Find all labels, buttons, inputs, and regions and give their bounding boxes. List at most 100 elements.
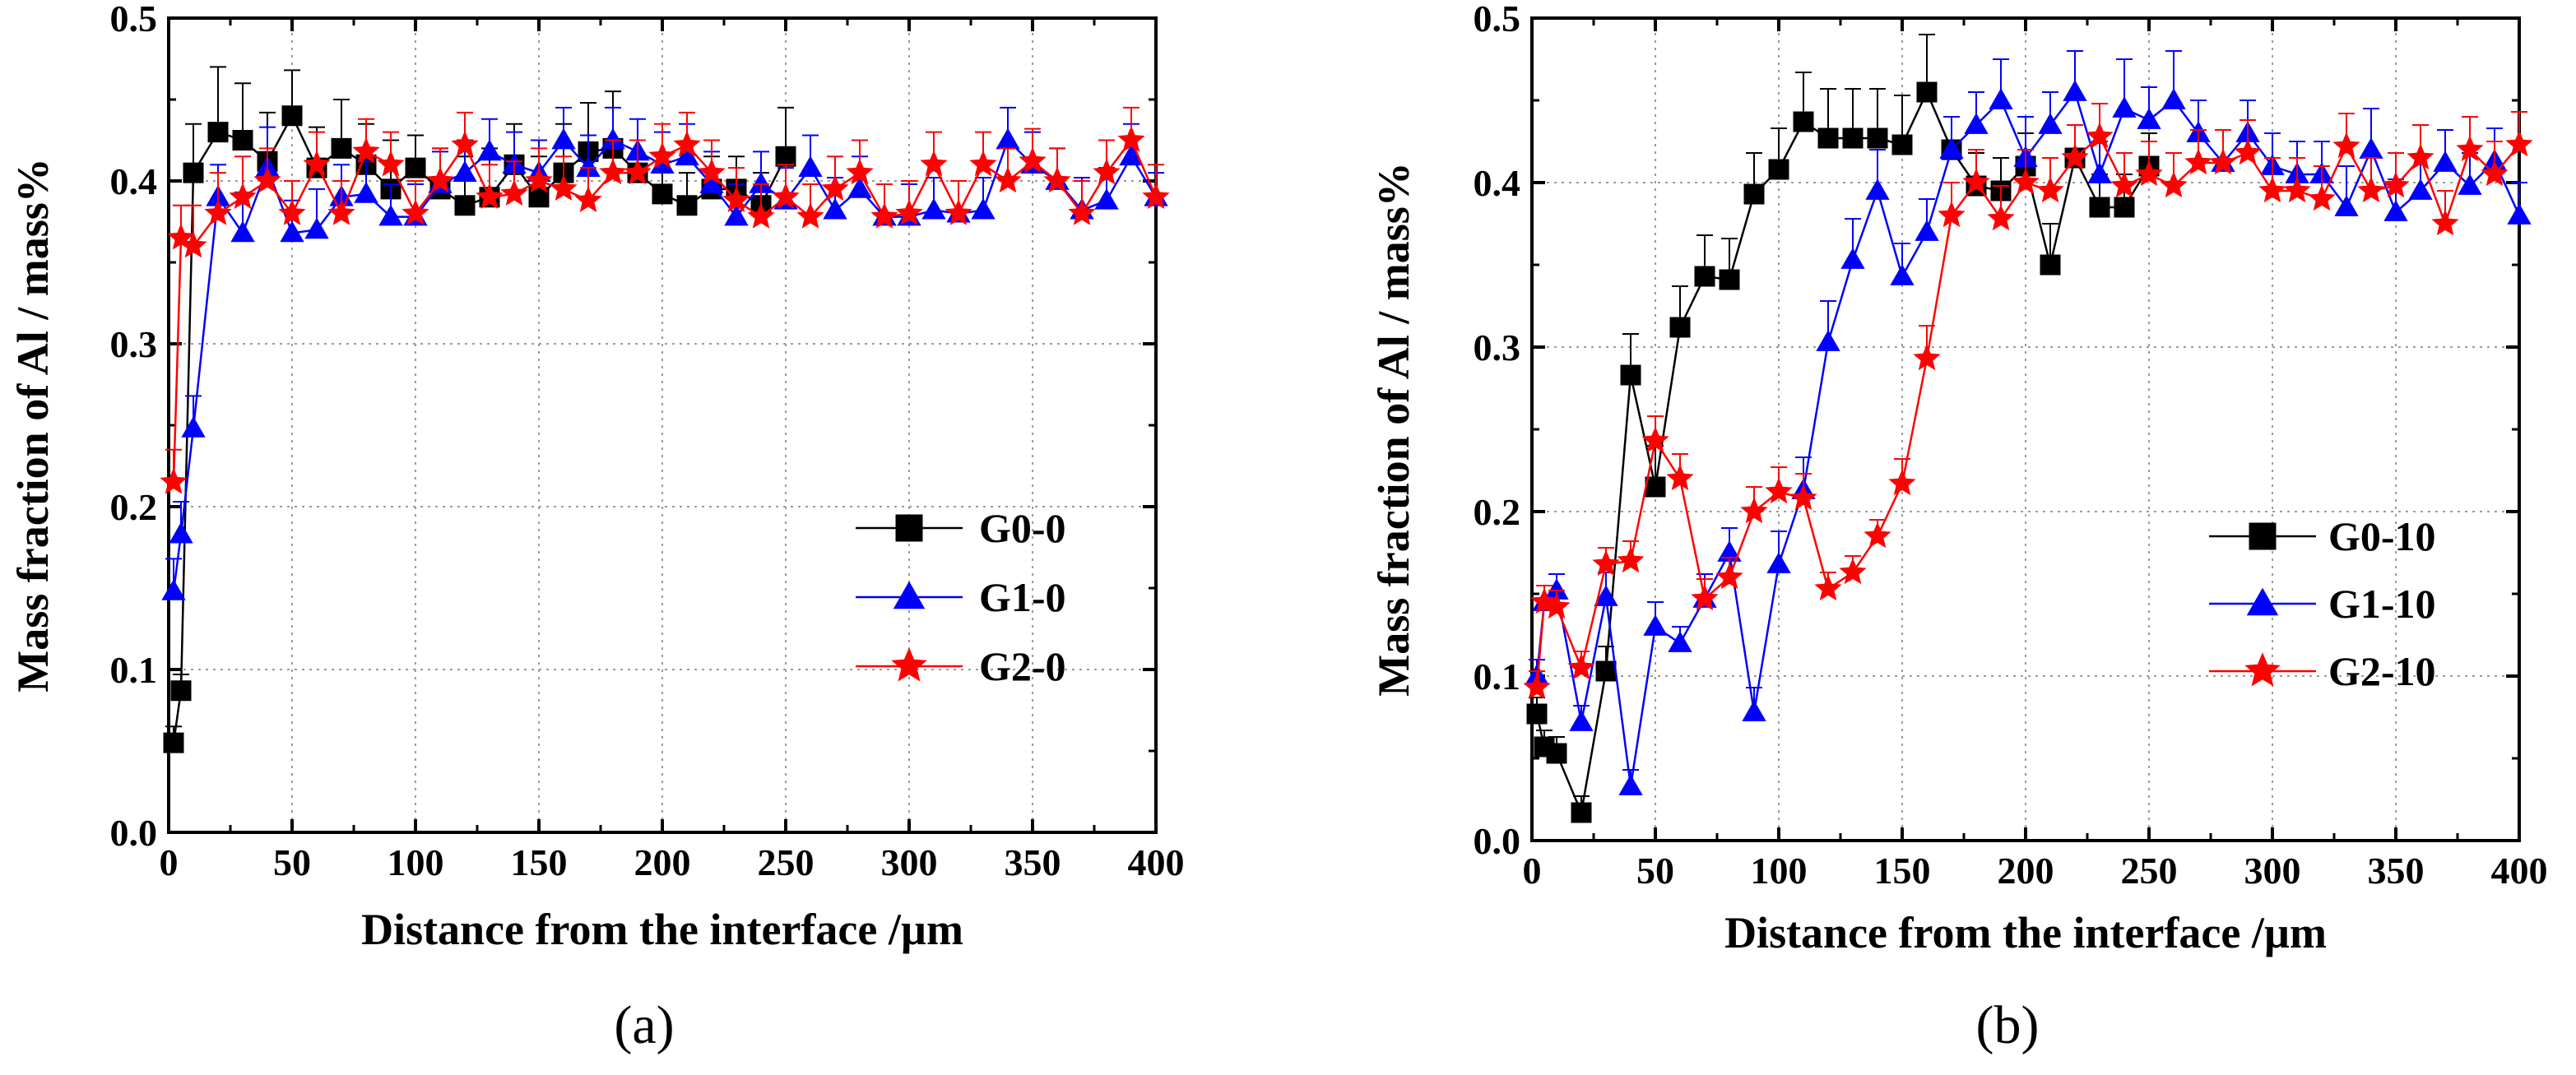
x-tick-label: 400 (1128, 841, 1185, 883)
data-point (1715, 563, 1743, 590)
y-tick-label: 0.2 (110, 486, 158, 528)
data-point (921, 197, 946, 220)
data-point (2087, 162, 2112, 183)
data-point (698, 158, 726, 185)
data-point (624, 158, 652, 185)
data-point (1093, 158, 1121, 185)
data-point (1669, 317, 1691, 338)
data-point (2433, 151, 2458, 172)
data-point (405, 157, 426, 178)
y-axis-title: Mass fraction of Al / mass% (8, 158, 58, 692)
data-point (574, 186, 602, 212)
data-point (1913, 344, 1941, 371)
x-tick-label: 200 (1998, 850, 2054, 892)
ticks: 0 50 100 150 200 250 300 350 400 0.0 0.1 0.2 0.3 0.4 0… (110, 0, 1185, 883)
y-tick-label: 0.5 (1474, 0, 1521, 39)
y-tick-label: 0.5 (110, 0, 158, 39)
data-point (1526, 703, 1548, 725)
data-point (1719, 269, 1740, 290)
data-point (477, 139, 502, 161)
data-point (1668, 631, 1692, 652)
data-point (2382, 171, 2410, 198)
data-point (181, 416, 206, 438)
data-point (1939, 137, 1964, 159)
chart-panel-a: 0 50 100 150 200 250 300 350 400 0.0 0.1 0.2 0.3 0.4 0… (8, 0, 1185, 1055)
data-point (1142, 183, 1170, 209)
x-tick-label: 250 (758, 841, 815, 883)
data-point (304, 217, 329, 239)
data-point (1740, 497, 1768, 524)
x-tick-label: 50 (1636, 850, 1674, 892)
data-point (454, 195, 476, 216)
legend-label: G0-0 (979, 505, 1066, 551)
data-point (2089, 197, 2110, 218)
x-tick-label: 100 (388, 841, 444, 883)
data-point (2063, 80, 2087, 101)
y-tick-label: 0.2 (1474, 491, 1521, 533)
data-point (2359, 137, 2383, 159)
data-point (1890, 264, 1915, 285)
series-g2-10 (1523, 103, 2533, 700)
x-tick-label: 150 (511, 841, 568, 883)
data-point (1842, 127, 1864, 149)
legend-marker (893, 581, 926, 609)
data-point (2481, 160, 2509, 187)
data-point (994, 166, 1022, 193)
data-point (2160, 171, 2188, 198)
data-point (2357, 176, 2385, 203)
legend-label: G0-10 (2328, 513, 2436, 559)
x-tick-label: 350 (2368, 850, 2425, 892)
data-point (2114, 197, 2135, 218)
data-point (2334, 195, 2359, 216)
data-point (1789, 484, 1817, 511)
data-point (2038, 113, 2063, 134)
data-point (1867, 127, 1888, 149)
data-point (920, 150, 948, 177)
data-point (1768, 159, 1789, 180)
data-point (230, 220, 255, 243)
data-point (599, 158, 627, 185)
data-point (1839, 558, 1867, 585)
data-point (331, 137, 352, 159)
data-point (969, 150, 997, 177)
data-point (1643, 614, 1668, 636)
data-point (798, 155, 823, 178)
data-point (673, 130, 701, 157)
data-point (1617, 546, 1645, 573)
data-point (232, 130, 253, 151)
data-point (2456, 135, 2484, 162)
data-point (772, 183, 800, 209)
y-tick-label: 0.3 (1474, 327, 1521, 368)
data-point (550, 174, 578, 202)
data-point (280, 220, 304, 243)
data-point (2012, 168, 2040, 195)
data-point (1641, 426, 1669, 453)
data-point (2431, 209, 2459, 236)
data-point (2332, 132, 2360, 159)
data-point (747, 202, 775, 229)
data-point (676, 195, 698, 216)
data-point (1916, 81, 1938, 103)
data-point (1962, 168, 1990, 195)
data-point (426, 166, 454, 193)
data-point (699, 172, 724, 193)
data-point (179, 231, 207, 258)
data-point (204, 199, 232, 225)
data-point (1766, 552, 1791, 573)
data-point (525, 166, 553, 193)
legend: G0-0 G1-0 G2-0 (856, 505, 1066, 689)
data-point (2184, 148, 2212, 175)
data-point (847, 177, 872, 198)
y-tick-label: 0.4 (110, 160, 158, 202)
legend: G0-10 G1-10 G2-10 (2209, 513, 2436, 694)
data-point (2061, 143, 2089, 170)
legend-marker (2249, 522, 2277, 550)
data-point (1594, 585, 1618, 606)
data-point (1043, 166, 1071, 193)
data-point (1620, 364, 1641, 386)
x-axis-title: Distance from the interface /µm (361, 905, 963, 954)
data-point (1915, 220, 1939, 241)
data-point (1888, 469, 1916, 496)
data-point (2507, 203, 2532, 225)
